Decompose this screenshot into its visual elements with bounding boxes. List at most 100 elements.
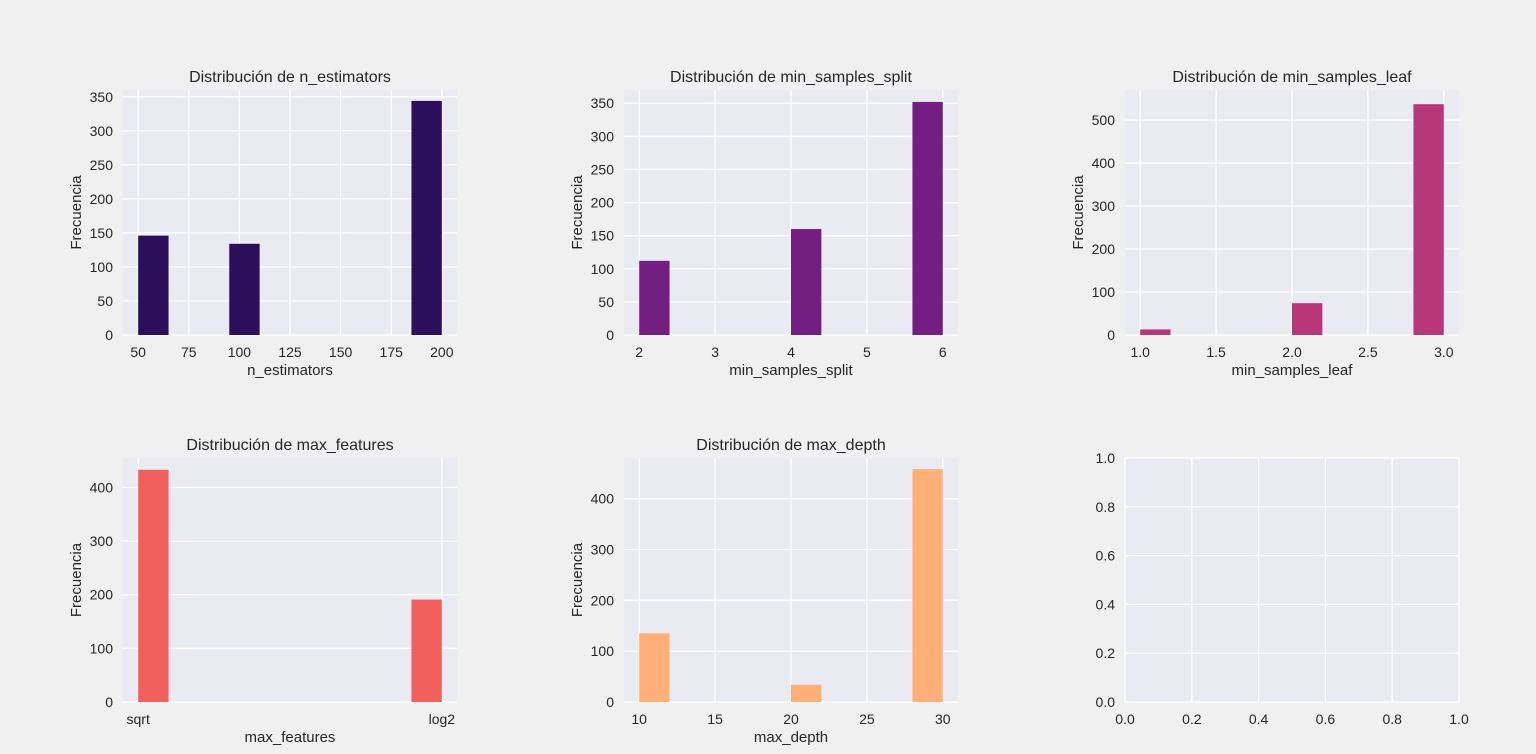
x-axis-title: min_samples_leaf [1232,362,1354,379]
y-tick-label: 0.8 [1096,499,1116,515]
x-tick-label: 0.2 [1182,711,1202,727]
y-tick-label: 200 [90,587,114,603]
x-tick-label: 175 [380,344,404,360]
x-tick-label: 5 [863,344,871,360]
histogram-bar [411,599,442,702]
x-axis-title: max_features [245,729,336,746]
y-tick-label: 100 [1092,284,1116,300]
plot-area [1125,458,1459,702]
y-tick-label: 0 [105,694,113,710]
x-tick-label: 200 [430,344,454,360]
panel-title: Distribución de max_features [186,437,393,454]
x-axis-title: n_estimators [247,362,333,379]
y-tick-label: 100 [591,261,615,277]
y-tick-label: 200 [591,195,615,211]
histogram-bar [791,229,822,335]
y-tick-label: 100 [90,640,114,656]
y-axis-title: Frecuencia [569,542,586,617]
y-tick-label: 50 [598,294,614,310]
y-tick-label: 250 [90,157,114,173]
histogram-panel: 1.0 1.5 2.0 2.5 3.0 0 100 200 300 400 500 Distribuc… [1070,69,1459,379]
histogram-bar [1292,303,1323,335]
y-tick-label: 300 [90,533,114,549]
y-tick-label: 50 [97,293,113,309]
histogram-bar [912,469,943,702]
x-tick-label: 6 [939,344,947,360]
x-tick-label: sqrt [127,711,150,727]
y-tick-label: 400 [591,491,615,507]
x-tick-label: 2 [635,344,643,360]
y-tick-label: 250 [591,161,615,177]
y-tick-label: 200 [90,191,114,207]
y-axis-title: Frecuencia [569,175,586,250]
histogram-bar [1140,329,1171,335]
x-tick-label: 30 [935,711,951,727]
x-tick-label: 1.0 [1449,711,1469,727]
y-tick-label: 150 [591,228,615,244]
x-tick-label: 150 [329,344,353,360]
histogram-bar [138,469,169,702]
y-tick-label: 0.6 [1096,548,1116,564]
x-tick-label: 1.5 [1206,344,1226,360]
x-tick-label: 50 [130,344,146,360]
y-tick-label: 0.4 [1096,596,1116,612]
y-tick-label: 500 [1092,112,1116,128]
y-axis-title: Frecuencia [68,542,85,617]
y-tick-label: 0 [1107,327,1115,343]
histogram-bar [411,100,442,335]
x-tick-label: 0.8 [1382,711,1402,727]
panel-title: Distribución de max_depth [696,437,885,454]
x-axis-title: max_depth [754,729,828,746]
histogram-bar [229,243,260,335]
y-tick-label: 300 [90,123,114,139]
x-tick-label: 3 [711,344,719,360]
y-tick-label: 0 [606,327,614,343]
y-tick-label: 100 [90,259,114,275]
histogram-panel: 2 3 4 5 6 0 50 100 150 200 250 300 350 Distribución d… [569,69,958,379]
y-tick-label: 0 [606,694,614,710]
panel-title: Distribución de min_samples_leaf [1172,69,1412,86]
histogram-bar [138,235,169,335]
y-tick-label: 300 [591,542,615,558]
y-tick-label: 200 [1092,241,1116,257]
y-tick-label: 200 [591,592,615,608]
y-axis-title: Frecuencia [1070,175,1087,250]
y-tick-label: 300 [1092,198,1116,214]
x-tick-label: 4 [787,344,795,360]
histogram-bar [639,633,670,702]
x-tick-label: 1.0 [1130,344,1150,360]
x-tick-label: 0.0 [1115,711,1135,727]
x-tick-label: 20 [783,711,799,727]
histogram-bar [639,260,670,335]
histogram-panel: sqrt log2 0 100 200 300 400 Distribución de max… [68,437,457,746]
x-tick-label: 125 [278,344,302,360]
y-tick-label: 1.0 [1096,450,1116,466]
y-tick-label: 350 [591,95,615,111]
histogram-bar [1413,104,1444,336]
panel-title: Distribución de n_estimators [189,69,391,86]
y-tick-label: 400 [1092,155,1116,171]
plot-area [123,458,457,702]
y-tick-label: 150 [90,225,114,241]
y-tick-label: 100 [591,643,615,659]
x-tick-label: 0.6 [1316,711,1336,727]
x-tick-label: 2.0 [1282,344,1302,360]
histogram-panel: 50 75 100 125 150 175 200 0 50 100 150 200 250 300 350… [68,69,457,379]
x-tick-label: 10 [631,711,647,727]
y-tick-label: 0.2 [1096,645,1116,661]
x-tick-label: 2.5 [1358,344,1378,360]
x-tick-label: 3.0 [1434,344,1454,360]
y-tick-label: 0 [105,327,113,343]
y-tick-label: 350 [90,89,114,105]
histogram-bar [912,101,943,336]
x-tick-label: 15 [707,711,723,727]
y-axis-title: Frecuencia [68,175,85,250]
y-tick-label: 300 [591,128,615,144]
x-tick-label: log2 [429,711,456,727]
panel-title: Distribución de min_samples_split [670,69,912,86]
x-tick-label: 100 [228,344,252,360]
x-tick-label: 25 [859,711,875,727]
histogram-panel: 0.0 0.2 0.4 0.6 0.8 1.0 0.0 0.2 0.4 0.6 0.8 1.0 [1096,450,1469,727]
